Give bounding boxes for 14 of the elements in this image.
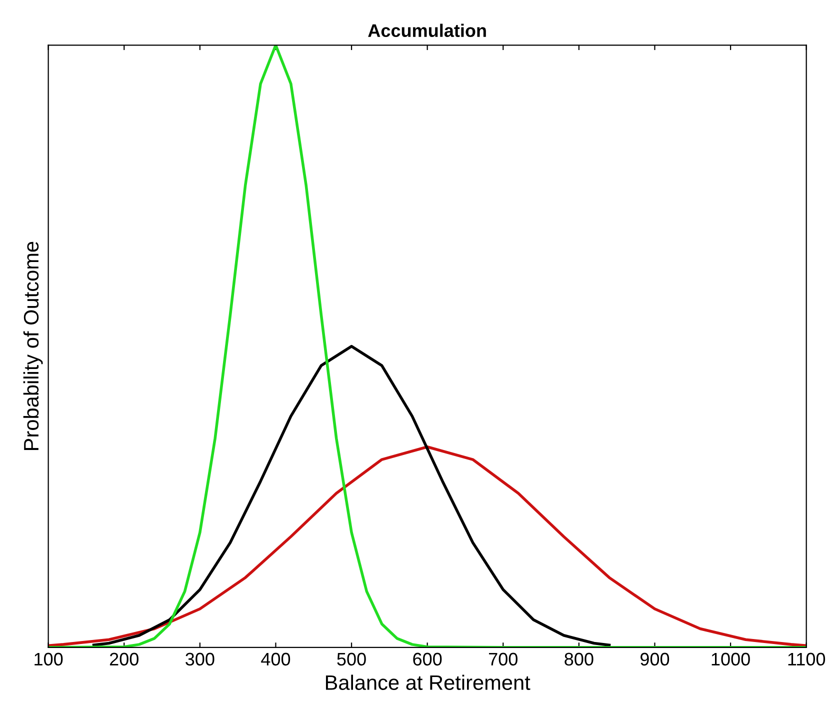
x-tick-label: 600 xyxy=(413,652,442,666)
x-tick-label: 800 xyxy=(564,652,594,666)
x-tick-label: 200 xyxy=(110,652,138,666)
x-tick-label: 1000 xyxy=(712,652,750,666)
x-axis-title: Balance at Retirement xyxy=(326,674,530,690)
chart-title: Accumulation xyxy=(368,24,486,38)
x-tick-label: 500 xyxy=(337,652,366,666)
x-tick-label: 100 xyxy=(34,652,63,666)
x-tick-label: 300 xyxy=(186,652,214,666)
x-tick-label: 900 xyxy=(640,652,670,666)
y-axis-title: Probability of Outcome xyxy=(23,242,43,450)
x-tick-label: 400 xyxy=(261,652,290,666)
x-tick-label: 1100 xyxy=(788,652,826,666)
x-tick-label: 700 xyxy=(488,652,518,666)
